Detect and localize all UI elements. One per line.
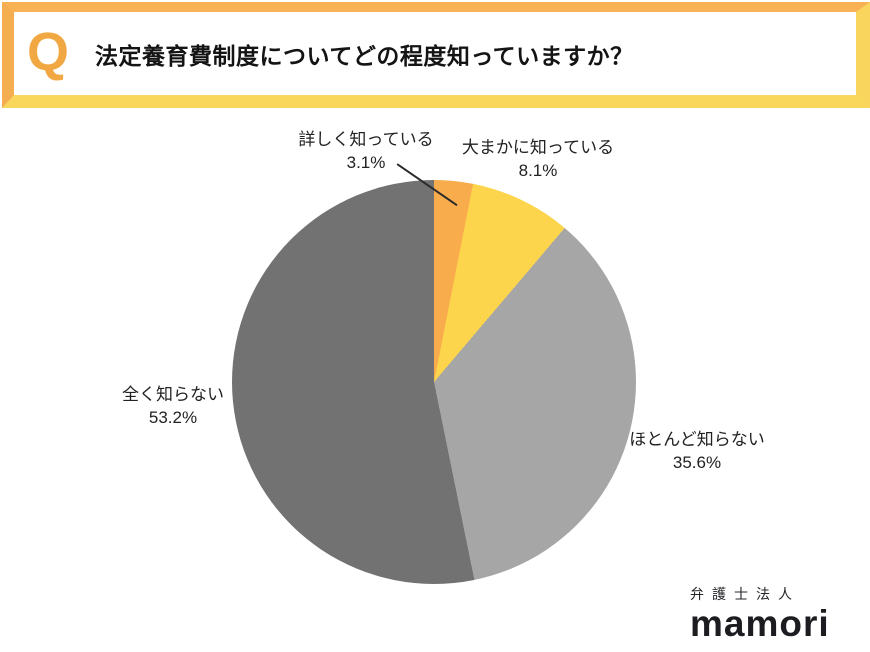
question-q-letter: Q <box>27 21 70 82</box>
slice-label-hardly-know: ほとんど知らない 35.6% <box>629 428 765 475</box>
slice-label-text: 詳しく知っている <box>298 130 434 149</box>
pie-chart <box>232 180 636 584</box>
slice-label-value: 35.6% <box>672 453 722 473</box>
slice-label-value: 3.1% <box>346 153 386 173</box>
slice-label-value: 53.2% <box>148 408 198 428</box>
question-title: 法定養育費制度についてどの程度知っていますか？ <box>95 42 634 69</box>
slice-label-know-in-detail: 詳しく知っている 3.1% <box>298 128 433 175</box>
slice-label-dont-know-at-all: 全く知らない 53.2% <box>122 383 224 430</box>
slice-label-text: 大まかに知っている <box>461 138 615 157</box>
question-header: Q 法定養育費制度についてどの程度知っていますか？ <box>2 2 870 108</box>
mamori-logo: 弁護士法人 mamori <box>690 584 830 644</box>
logo-firm-type: 弁護士法人 <box>690 586 800 602</box>
logo-firm-name: mamori <box>690 603 830 644</box>
slice-label-text: ほとんど知らない <box>629 430 765 449</box>
slice-label-know-roughly: 大まかに知っている 8.1% <box>462 136 614 183</box>
slice-label-value: 8.1% <box>518 161 558 181</box>
slice-label-text: 全く知らない <box>122 385 224 404</box>
